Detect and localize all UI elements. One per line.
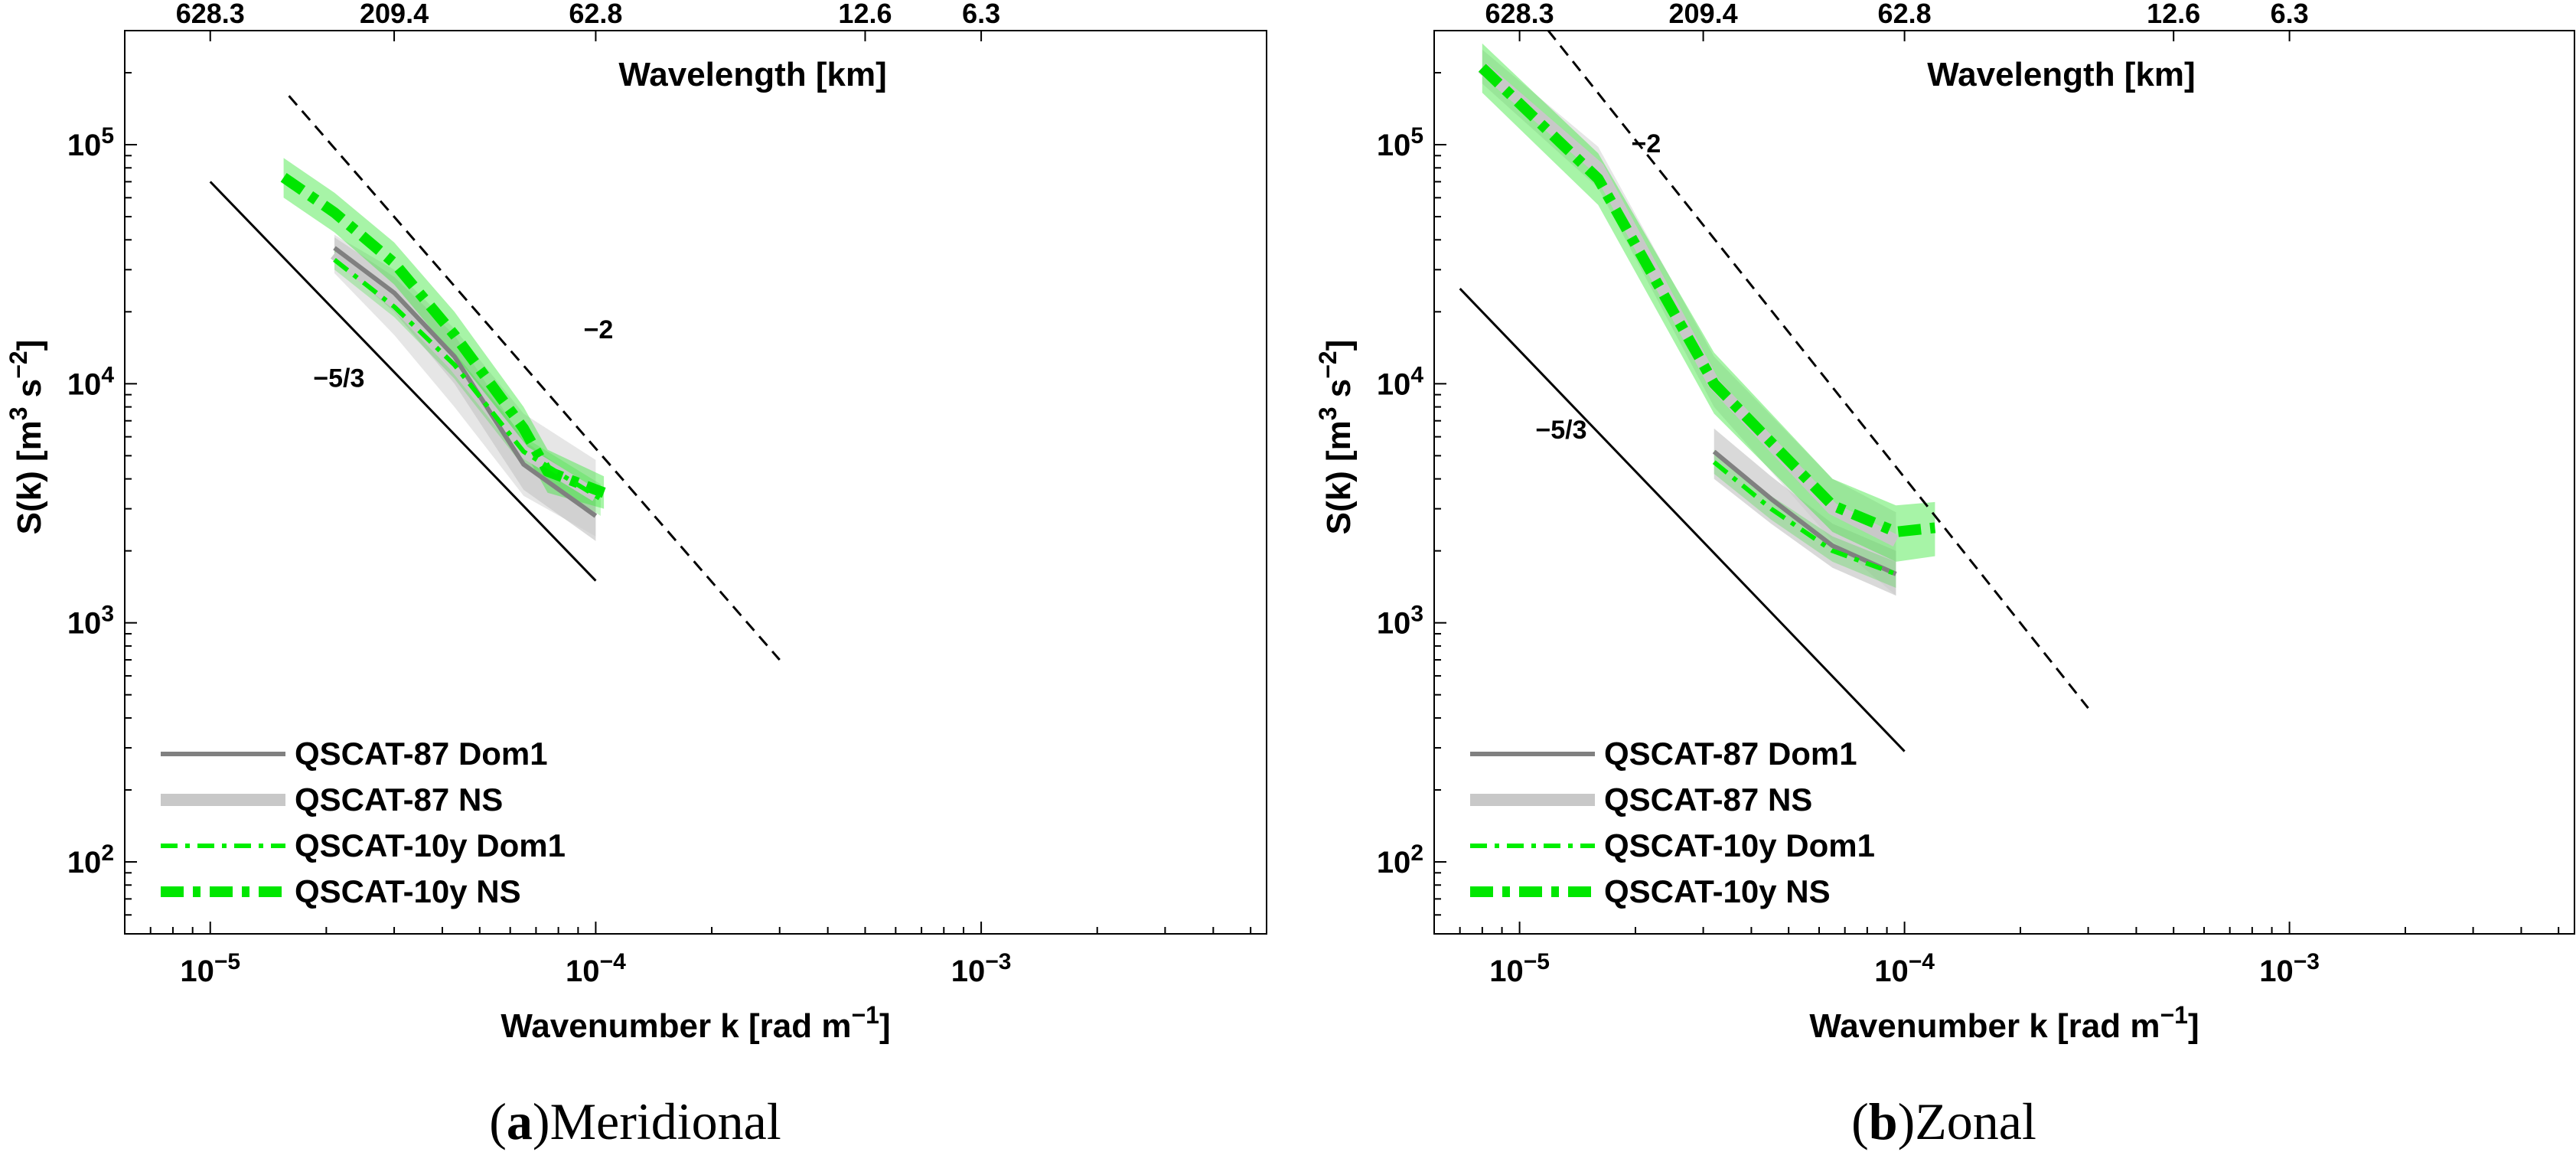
panel-a: 10−5 10−4 10−3 102 103 104 105 628.3 209.4 62.8 12… <box>5 0 1267 1045</box>
legend-label: QSCAT-10y NS <box>295 873 521 909</box>
y-tick-label: 103 <box>67 601 114 641</box>
legend: QSCAT-87 Dom1 QSCAT-87 NS QSCAT-10y Dom1 QS… <box>1470 736 1875 909</box>
y-tick-label: 104 <box>1377 362 1424 402</box>
plot-frame <box>1433 30 2575 935</box>
y-tick-label: 104 <box>67 362 115 402</box>
reference-line-minus-2 <box>288 95 781 661</box>
legend-label: QSCAT-10y Dom1 <box>295 827 566 863</box>
slope-label: −5/3 <box>313 364 364 393</box>
plot-area <box>209 95 781 661</box>
x-tick-label: 10−3 <box>951 949 1012 989</box>
slope-label: −5/3 <box>1535 416 1586 445</box>
x-tick-label: 10−5 <box>180 949 240 989</box>
plot-area <box>1459 31 2089 752</box>
top-tick-label: 209.4 <box>1669 0 1738 29</box>
top-tick-label: 62.8 <box>1878 0 1932 29</box>
top-tick-label: 628.3 <box>1485 0 1554 29</box>
y-axis-label: S(k) [m3 s−2] <box>1314 340 1358 535</box>
legend: QSCAT-87 Dom1 QSCAT-87 NS QSCAT-10y Dom1 QS… <box>161 736 566 909</box>
top-tick-label: 12.6 <box>2147 0 2200 29</box>
x-tick-label: 10−3 <box>2259 949 2320 989</box>
x-axis-label: Wavenumber k [rad m−1] <box>1809 1001 2199 1045</box>
legend-label: QSCAT-10y Dom1 <box>1604 827 1875 863</box>
legend-label: QSCAT-87 NS <box>1604 782 1812 817</box>
reference-line-minus-5-3 <box>209 181 597 582</box>
series-qscat-87-dom1 <box>1712 449 1897 576</box>
series-qscat-10y-dom1 <box>333 258 602 501</box>
top-tick-label: 6.3 <box>2271 0 2309 29</box>
y-tick-label: 105 <box>1377 123 1423 163</box>
top-tick-label: 62.8 <box>569 0 622 29</box>
top-tick-label: 628.3 <box>176 0 245 29</box>
y-tick-label: 102 <box>67 840 114 880</box>
y-tick-label: 103 <box>1377 601 1423 641</box>
x-tick-label: 10−5 <box>1489 949 1550 989</box>
reference-line-minus-5-3 <box>1459 288 1906 752</box>
top-axis-label: Wavelength [km] <box>1927 56 2195 93</box>
series-qscat-87-dom1 <box>333 246 598 518</box>
y-axis-label: S(k) [m3 s−2] <box>5 340 48 535</box>
panel-b: 10−5 10−4 10−3 102 103 104 105 628.3 209.4 62.8 12… <box>1314 0 2575 1045</box>
top-tick-label: 209.4 <box>360 0 429 29</box>
x-tick-label: 10−4 <box>1874 949 1935 989</box>
y-tick-label: 102 <box>1377 840 1423 880</box>
legend-label: QSCAT-10y NS <box>1604 873 1831 909</box>
top-tick-label: 6.3 <box>962 0 1000 29</box>
slope-label: −2 <box>584 315 614 344</box>
x-axis-label: Wavenumber k [rad m−1] <box>501 1001 890 1045</box>
panel-caption: (b)Zonal <box>1851 1092 2036 1150</box>
top-axis-label: Wavelength [km] <box>618 56 886 93</box>
top-tick-label: 12.6 <box>838 0 892 29</box>
legend-label: QSCAT-87 NS <box>295 782 503 817</box>
series-qscat-10y-ns <box>1478 64 1936 537</box>
panel-caption: (a)Meridional <box>489 1092 781 1150</box>
legend-label: QSCAT-87 Dom1 <box>295 736 548 772</box>
x-tick-label: 10−4 <box>566 949 626 989</box>
series-qscat-10y-dom1 <box>1712 460 1897 576</box>
slope-label: −2 <box>1631 129 1661 158</box>
series-qscat-10y-ns <box>280 172 606 498</box>
reference-line-minus-2 <box>1547 31 2089 709</box>
legend-label: QSCAT-87 Dom1 <box>1604 736 1857 772</box>
y-tick-label: 105 <box>67 123 114 163</box>
plot-frame <box>124 30 1267 935</box>
